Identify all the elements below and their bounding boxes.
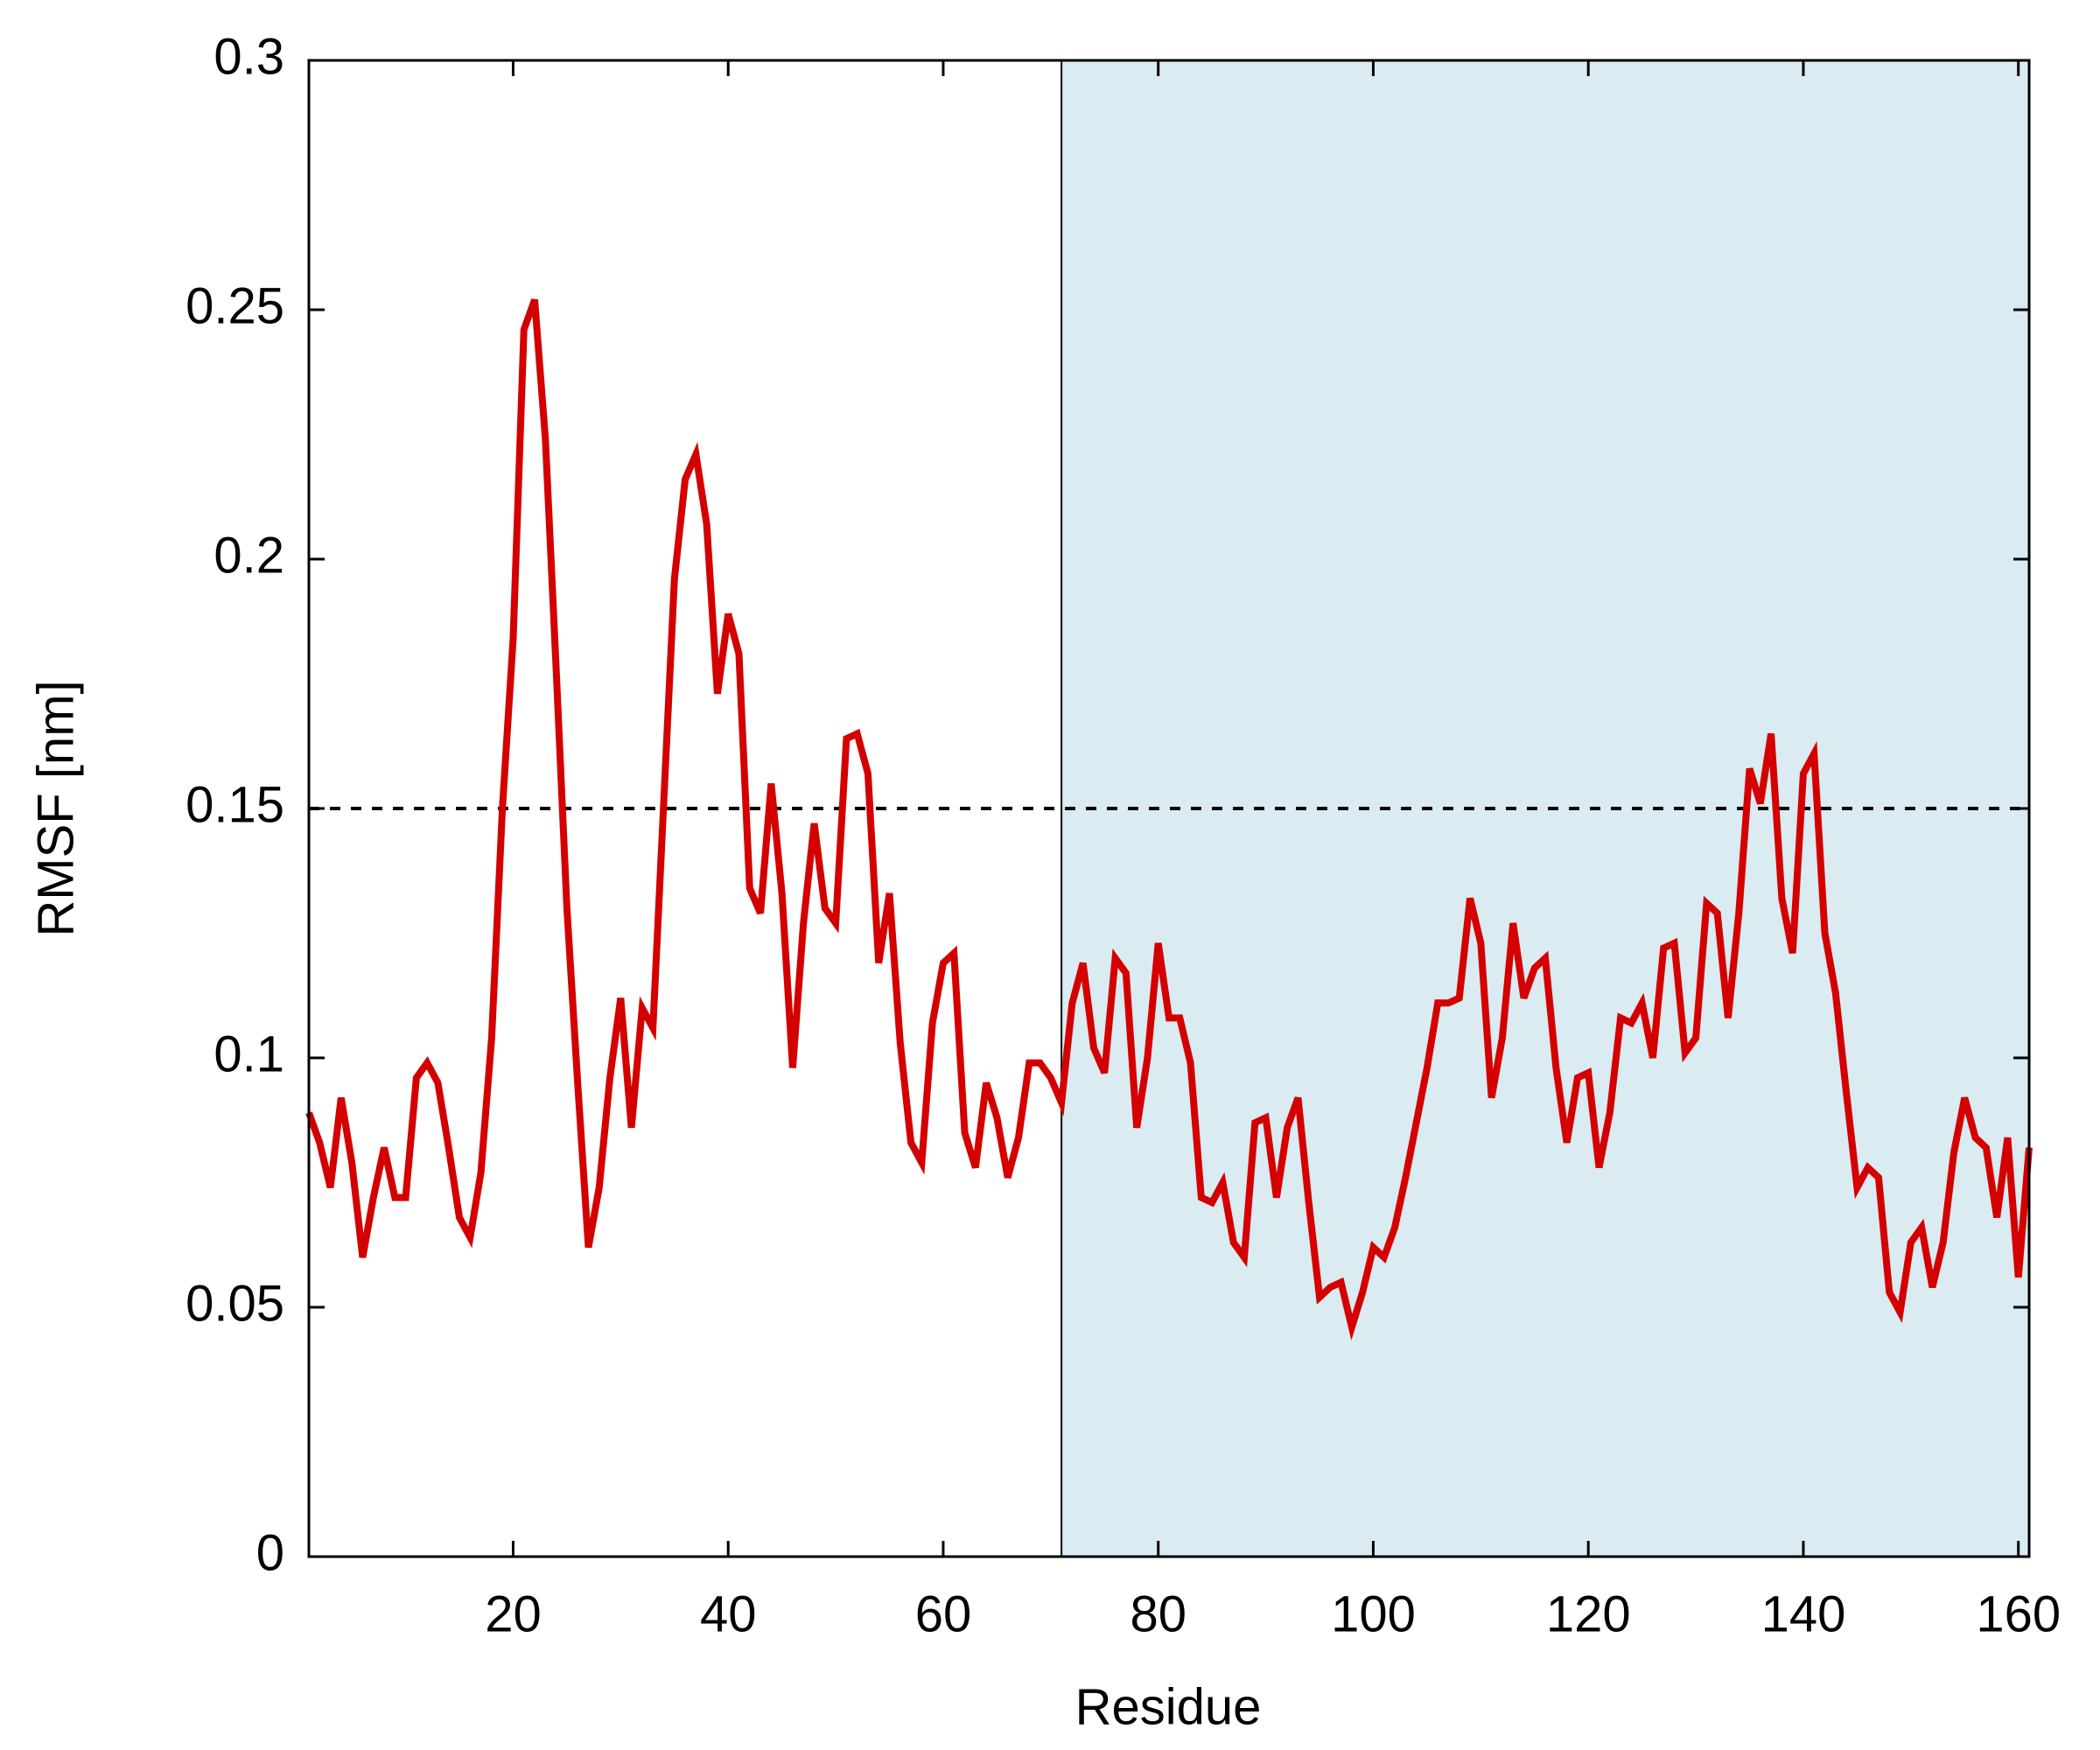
y-tick-label: 0 (256, 1524, 284, 1581)
x-tick-label: 60 (915, 1586, 972, 1642)
x-tick-label: 40 (700, 1586, 757, 1642)
y-tick-label: 0.25 (186, 277, 284, 334)
x-tick-label: 20 (485, 1586, 542, 1642)
y-axis-label: RMSF [nm] (27, 680, 84, 936)
y-tick-label: 0.15 (186, 776, 284, 833)
y-tick-label: 0.1 (214, 1026, 284, 1082)
y-tick-label: 0.05 (186, 1275, 284, 1332)
x-axis-label: Residue (1075, 1678, 1262, 1735)
x-tick-label: 120 (1546, 1586, 1631, 1642)
x-tick-label: 100 (1331, 1586, 1416, 1642)
y-tick-label: 0.3 (214, 28, 284, 85)
x-tick-label: 160 (1976, 1586, 2061, 1642)
x-tick-label: 80 (1130, 1586, 1186, 1642)
y-tick-label: 0.2 (214, 527, 284, 584)
data-line (305, 298, 2033, 1340)
x-tick-label: 140 (1761, 1586, 1846, 1642)
